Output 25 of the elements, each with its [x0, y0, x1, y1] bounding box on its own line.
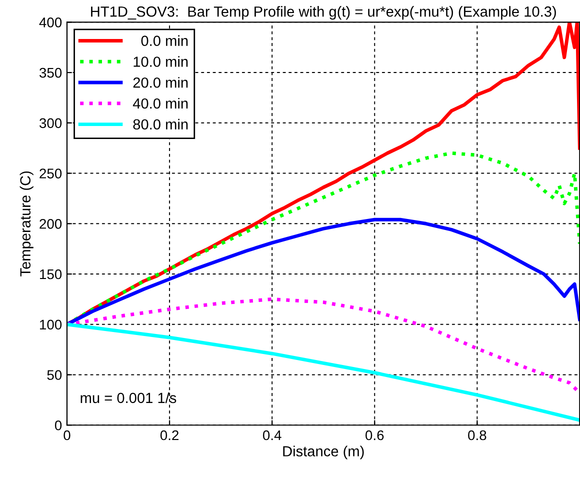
y-tick-label: 300	[39, 118, 62, 128]
y-tick-label: 100	[40, 320, 62, 330]
x-tick-label: 0.8	[468, 430, 486, 440]
y-tick-label: 50	[47, 370, 62, 380]
x-tick-label: 0.4	[262, 430, 282, 440]
line-series	[66, 218, 580, 326]
y-tick-label: 150	[40, 269, 62, 280]
annotation: mu = 0.001 1/s	[80, 392, 176, 404]
y-axis-title: Temperature (C)	[20, 171, 34, 276]
legend-label: 10.0 min	[134, 56, 188, 67]
y-tick-label: 0	[54, 420, 62, 430]
x-tick-label: 0.2	[160, 430, 178, 440]
x-tick-label: 0	[64, 430, 70, 440]
x-axis-title: Distance (m)	[283, 446, 364, 460]
x-tick-label: 0.6	[366, 430, 384, 440]
line-series	[66, 322, 580, 422]
y-tick-label: 250	[40, 168, 62, 178]
legend-label: 40.0 min	[132, 98, 188, 109]
y-tick-label: 350	[39, 68, 62, 78]
legend-label: 20.0 min	[133, 77, 188, 88]
legend-label: 0.0 min	[141, 35, 188, 46]
legend-label: 80.0 min	[133, 118, 188, 130]
y-tick-label: 200	[40, 218, 62, 229]
y-tick-label: 400	[39, 18, 62, 28]
chart-title: HT1D_SOV3: Bar Temp Profile with g(t) = ur*exp(-mu*t) (Example 10.3)	[91, 6, 556, 20]
